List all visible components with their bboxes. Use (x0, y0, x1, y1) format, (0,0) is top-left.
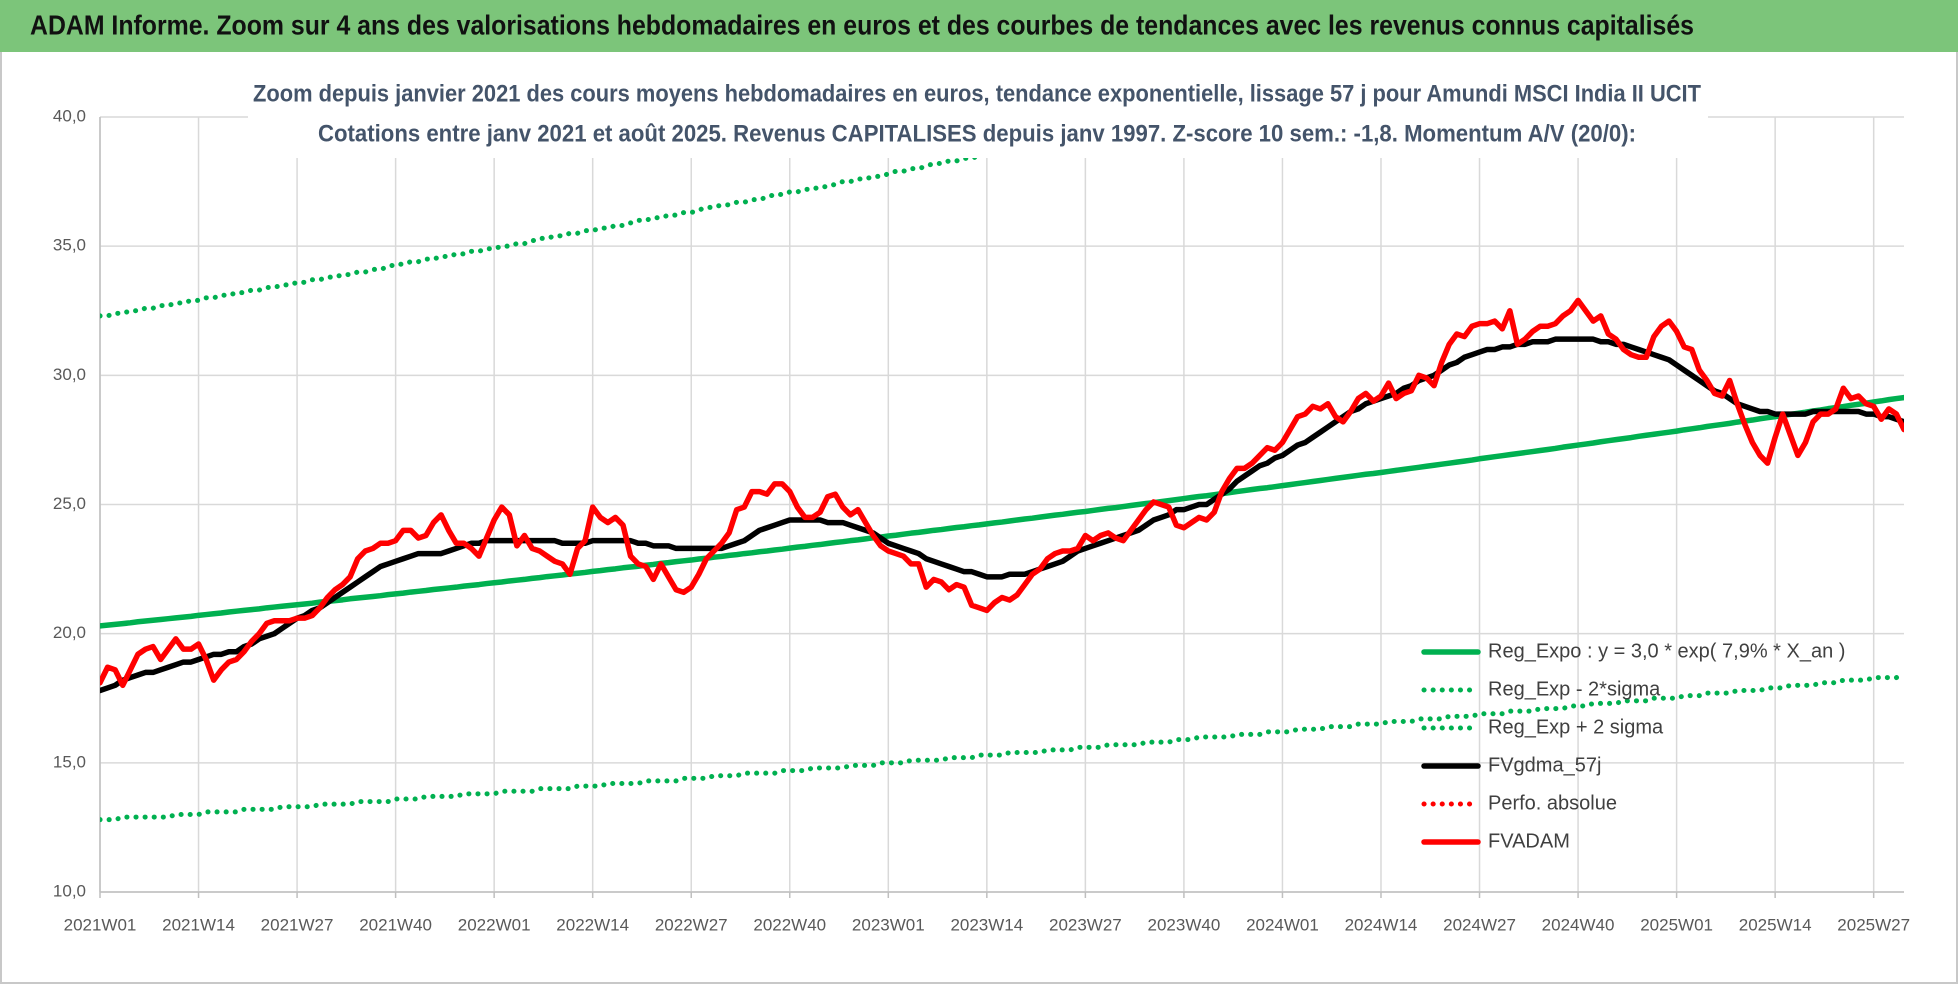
x-tick-label: 2022W40 (753, 915, 826, 934)
x-tick-label: 2023W27 (1049, 915, 1122, 934)
x-tick-label: 2023W40 (1148, 915, 1221, 934)
subtitle: Cotations entre janv 2021 et août 2025. … (318, 120, 1636, 147)
x-tick-label: 2024W14 (1345, 915, 1418, 934)
x-tick-label: 2021W01 (64, 915, 137, 934)
x-tick-label: 2022W01 (458, 915, 531, 934)
legend-label: Reg_Expo : y = 3,0 * exp( 7,9% * X_an ) (1488, 640, 1845, 662)
y-tick-label: 20,0 (53, 623, 86, 642)
x-tick-label: 2022W14 (556, 915, 629, 934)
title-bar (0, 0, 1958, 52)
x-tick-label: 2024W01 (1246, 915, 1319, 934)
legend-label: Reg_Exp - 2*sigma (1488, 678, 1661, 700)
y-tick-label: 35,0 (53, 236, 86, 255)
legend: Reg_Expo : y = 3,0 * exp( 7,9% * X_an ) R… (1421, 640, 1845, 852)
x-tick-label: 2023W01 (852, 915, 925, 934)
x-tick-label: 2025W27 (1837, 915, 1910, 934)
series-line (100, 336, 1904, 694)
x-tick-label: 2025W14 (1739, 915, 1812, 934)
x-tick-label: 2021W40 (359, 915, 432, 934)
subtitle: Zoom depuis janvier 2021 des cours moyen… (253, 80, 1701, 107)
series-line (100, 297, 1904, 689)
x-tick-label: 2024W27 (1443, 915, 1516, 934)
y-tick-label: 40,0 (53, 106, 86, 125)
x-tick-label: 2024W40 (1542, 915, 1615, 934)
y-tick-label: 15,0 (53, 752, 86, 771)
x-tick-label: 2021W14 (162, 915, 235, 934)
legend-label: FVgdma_57j (1488, 754, 1601, 776)
y-tick-label: 25,0 (53, 494, 86, 513)
y-tick-label: 10,0 (53, 881, 86, 900)
x-tick-label: 2025W01 (1640, 915, 1713, 934)
x-tick-label: 2022W27 (655, 915, 728, 934)
legend-label: FVADAM (1488, 830, 1570, 852)
chart-title: ADAM Informe. Zoom sur 4 ans des valoris… (30, 9, 1694, 40)
y-tick-label: 30,0 (53, 365, 86, 384)
x-tick-label: 2023W14 (950, 915, 1023, 934)
subtitle-box (248, 74, 1708, 158)
series-line (100, 394, 1904, 629)
legend-label: Reg_Exp + 2 sigma (1488, 716, 1664, 738)
legend-label: Perfo. absolue (1488, 792, 1617, 814)
x-tick-label: 2021W27 (261, 915, 334, 934)
